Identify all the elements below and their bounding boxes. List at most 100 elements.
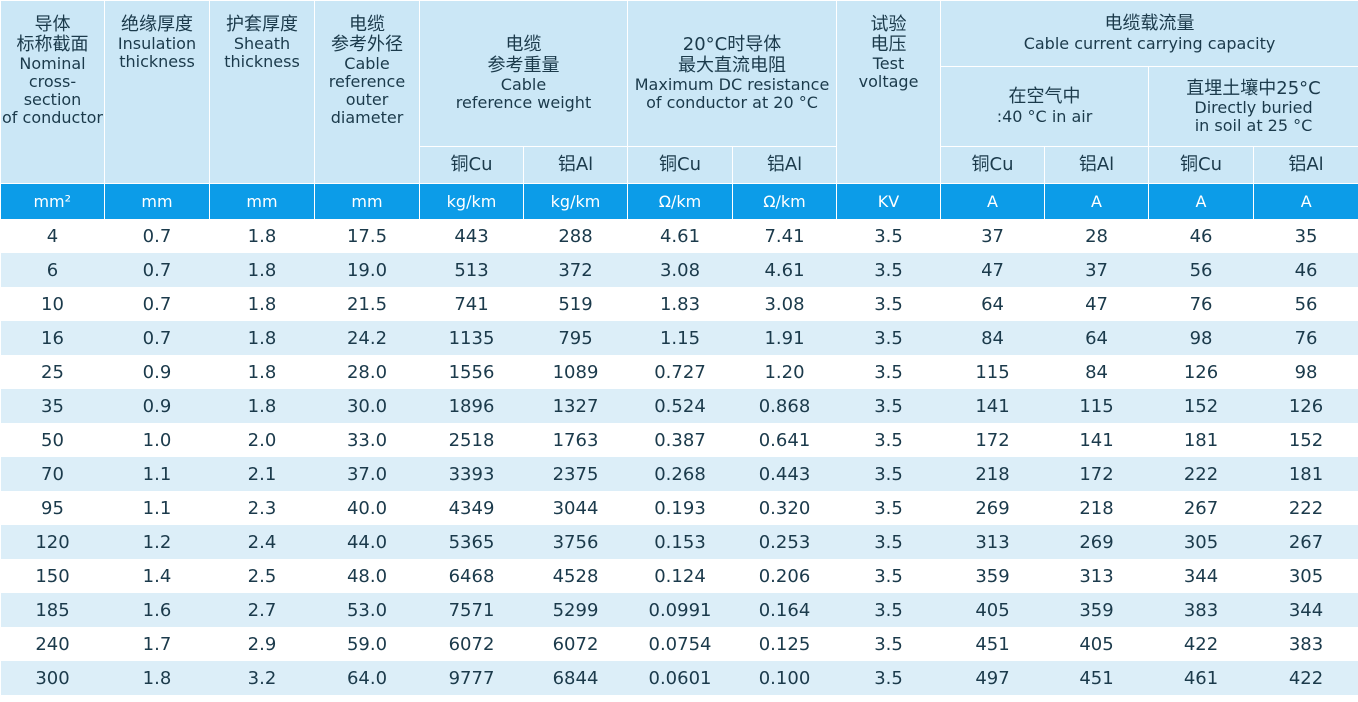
table-cell: 267	[1253, 525, 1358, 559]
table-cell: 1.2	[104, 525, 210, 559]
unit-cell: mm	[209, 183, 315, 219]
header-insulation-zh: 绝缘厚度	[121, 14, 193, 35]
unit-cell: A	[1044, 183, 1149, 219]
table-cell: 0.727	[627, 355, 733, 389]
header-soil-cu: 铜Cu	[1148, 146, 1255, 184]
table-cell: 46	[1148, 219, 1254, 253]
header-insulation-en: Insulation thickness	[117, 34, 197, 72]
table-cell: 6844	[523, 661, 628, 695]
table-cell: 0.125	[732, 627, 837, 661]
table-cell: 2.9	[209, 627, 315, 661]
table-cell: 3.5	[836, 627, 941, 661]
header-resistance: 20°C时导体 最大直流电阻 Maximum DC resistance of co…	[626, 0, 838, 147]
table-cell: 28	[1044, 219, 1149, 253]
unit-cell: kg/km	[523, 183, 628, 219]
header-sheath: 护套厚度 Sheath thickness	[209, 0, 315, 184]
header-diameter-zh: 电缆 参考外径	[331, 14, 403, 56]
table-cell: 84	[940, 321, 1045, 355]
table-cell: 0.443	[732, 457, 837, 491]
table-cell: 76	[1253, 321, 1358, 355]
table-cell: 21.5	[314, 287, 420, 321]
table-cell: 305	[1253, 559, 1358, 593]
table-cell: 461	[1148, 661, 1254, 695]
table-row: 95 1.1 2.3 40.0 4349 3044 0.193 0.320 3.5 269 218 2…	[0, 491, 1358, 525]
table-cell: 1763	[523, 423, 628, 457]
unit-row: mm² mm mm mm kg/km kg/km Ω/km Ω/km KV A A A A	[0, 183, 1358, 219]
table-cell: 222	[1148, 457, 1254, 491]
table-cell: 141	[940, 389, 1045, 423]
table-cell: 64	[940, 287, 1045, 321]
table-row: 50 1.0 2.0 33.0 2518 1763 0.387 0.641 3.5 172 141 1…	[0, 423, 1358, 457]
table-cell: 3.5	[836, 389, 941, 423]
table-cell: 497	[940, 661, 1045, 695]
table-cell: 3.5	[836, 525, 941, 559]
table-cell: 152	[1253, 423, 1358, 457]
table-cell: 305	[1148, 525, 1254, 559]
table-row: 185 1.6 2.7 53.0 7571 5299 0.0991 0.164 3.5 405 35…	[0, 593, 1358, 627]
table-cell: 0.100	[732, 661, 837, 695]
header-test-voltage-zh: 试验 电压	[870, 14, 907, 56]
table-cell: 222	[1253, 491, 1358, 525]
header-weight: 电缆 参考重量 Cable reference weight	[419, 0, 628, 147]
table-cell: 24.2	[314, 321, 420, 355]
table-cell: 451	[940, 627, 1045, 661]
table-cell: 0.641	[732, 423, 837, 457]
header-in-soil: 直埋土壤中25°C Directly buried in soil at 25 °…	[1148, 66, 1358, 147]
table-cell: 56	[1253, 287, 1358, 321]
header-diameter: 电缆 参考外径 Cable reference outer diameter	[314, 0, 420, 184]
table-cell: 1.8	[209, 321, 315, 355]
table-cell: 126	[1253, 389, 1358, 423]
unit-cell: KV	[836, 183, 941, 219]
header-diameter-en: Cable reference outer diameter	[328, 54, 406, 128]
table-cell: 46	[1253, 253, 1358, 287]
table-cell: 95	[0, 491, 105, 525]
table-cell: 16	[0, 321, 105, 355]
table-cell: 33.0	[314, 423, 420, 457]
table-cell: 4.61	[627, 219, 733, 253]
table-cell: 3.5	[836, 355, 941, 389]
table-cell: 56	[1148, 253, 1254, 287]
table-cell: 47	[940, 253, 1045, 287]
table-row: 70 1.1 2.1 37.0 3393 2375 0.268 0.443 3.5 218 172 2…	[0, 457, 1358, 491]
table-cell: 3.5	[836, 321, 941, 355]
table-cell: 269	[1044, 525, 1149, 559]
table-cell: 519	[523, 287, 628, 321]
header-test-voltage: 试验 电压 Test voltage	[836, 0, 942, 184]
table-cell: 76	[1148, 287, 1254, 321]
table-cell: 1.8	[104, 661, 210, 695]
table-cell: 0.320	[732, 491, 837, 525]
table-cell: 288	[523, 219, 628, 253]
table-cell: 3393	[419, 457, 524, 491]
table-cell: 795	[523, 321, 628, 355]
table-cell: 7571	[419, 593, 524, 627]
table-cell: 1.7	[104, 627, 210, 661]
header-capacity-en: Cable current carrying capacity	[1023, 33, 1276, 53]
table-row: 25 0.9 1.8 28.0 1556 1089 0.727 1.20 3.5 115 84 126…	[0, 355, 1358, 389]
unit-cell: Ω/km	[627, 183, 733, 219]
table-cell: 10	[0, 287, 105, 321]
table-cell: 1.83	[627, 287, 733, 321]
table-cell: 741	[419, 287, 524, 321]
unit-cell: kg/km	[419, 183, 524, 219]
table-cell: 181	[1148, 423, 1254, 457]
table-cell: 313	[1044, 559, 1149, 593]
table-cell: 0.524	[627, 389, 733, 423]
table-cell: 64	[1044, 321, 1149, 355]
table-cell: 3.5	[836, 491, 941, 525]
table-cell: 185	[0, 593, 105, 627]
header-resistance-en: Maximum DC resistance of conductor at 20 …	[634, 74, 830, 112]
table-cell: 120	[0, 525, 105, 559]
header-conductor-en: Nominal cross-section of conductor	[2, 54, 103, 128]
table-cell: 0.7	[104, 253, 210, 287]
table-cell: 422	[1253, 661, 1358, 695]
table-cell: 3.08	[627, 253, 733, 287]
table-row: 150 1.4 2.5 48.0 6468 4528 0.124 0.206 3.5 359 313…	[0, 559, 1358, 593]
table-cell: 2.5	[209, 559, 315, 593]
table-cell: 70	[0, 457, 105, 491]
table-cell: 5299	[523, 593, 628, 627]
unit-cell: Ω/km	[731, 183, 837, 219]
header-test-voltage-en: Test voltage	[858, 54, 919, 92]
table-cell: 9777	[419, 661, 524, 695]
table-cell: 2518	[419, 423, 524, 457]
